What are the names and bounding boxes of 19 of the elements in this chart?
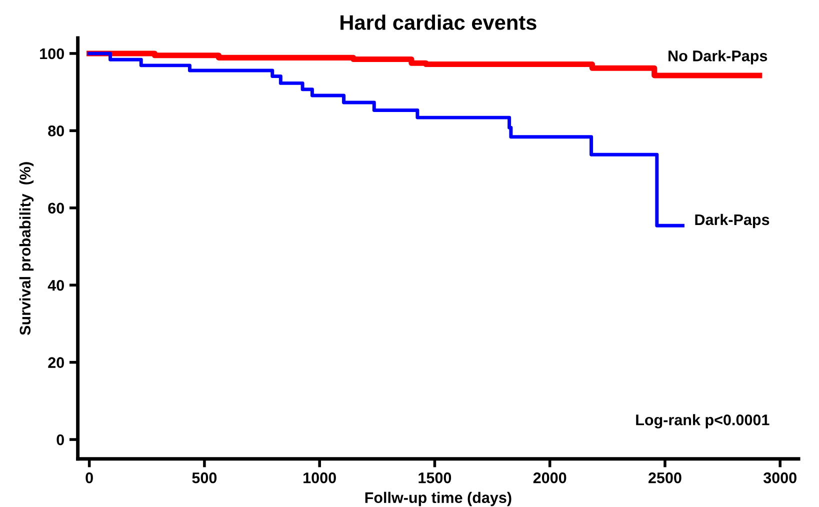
x-axis-title: Follw-up time (days) [365, 492, 512, 506]
y-tick-label: 0 [56, 434, 64, 446]
x-tick-label: 2000 [533, 472, 566, 484]
x-tick-label: 0 [86, 472, 93, 484]
y-tick-label: 40 [48, 280, 64, 291]
y-tick-label: 20 [48, 357, 64, 368]
chart-title: Hard cardiac events [340, 14, 536, 30]
series-label: Dark-Paps [695, 214, 770, 228]
x-tick-label: 2500 [648, 472, 682, 484]
y-tick-label: 60 [48, 202, 64, 214]
y-tick-label: 80 [48, 126, 64, 136]
x-tick-label: 1000 [304, 472, 336, 484]
x-tick-label: 1500 [418, 472, 452, 484]
y-axis-title: Survival probability (%) [19, 162, 34, 335]
x-tick-label: 500 [192, 472, 217, 484]
x-tick-label: 3000 [763, 472, 796, 484]
series-label: No Dark-Paps [668, 50, 768, 64]
y-tick-label: 100 [40, 48, 64, 60]
annotation: Log-rank p<0.0001 [636, 414, 770, 428]
